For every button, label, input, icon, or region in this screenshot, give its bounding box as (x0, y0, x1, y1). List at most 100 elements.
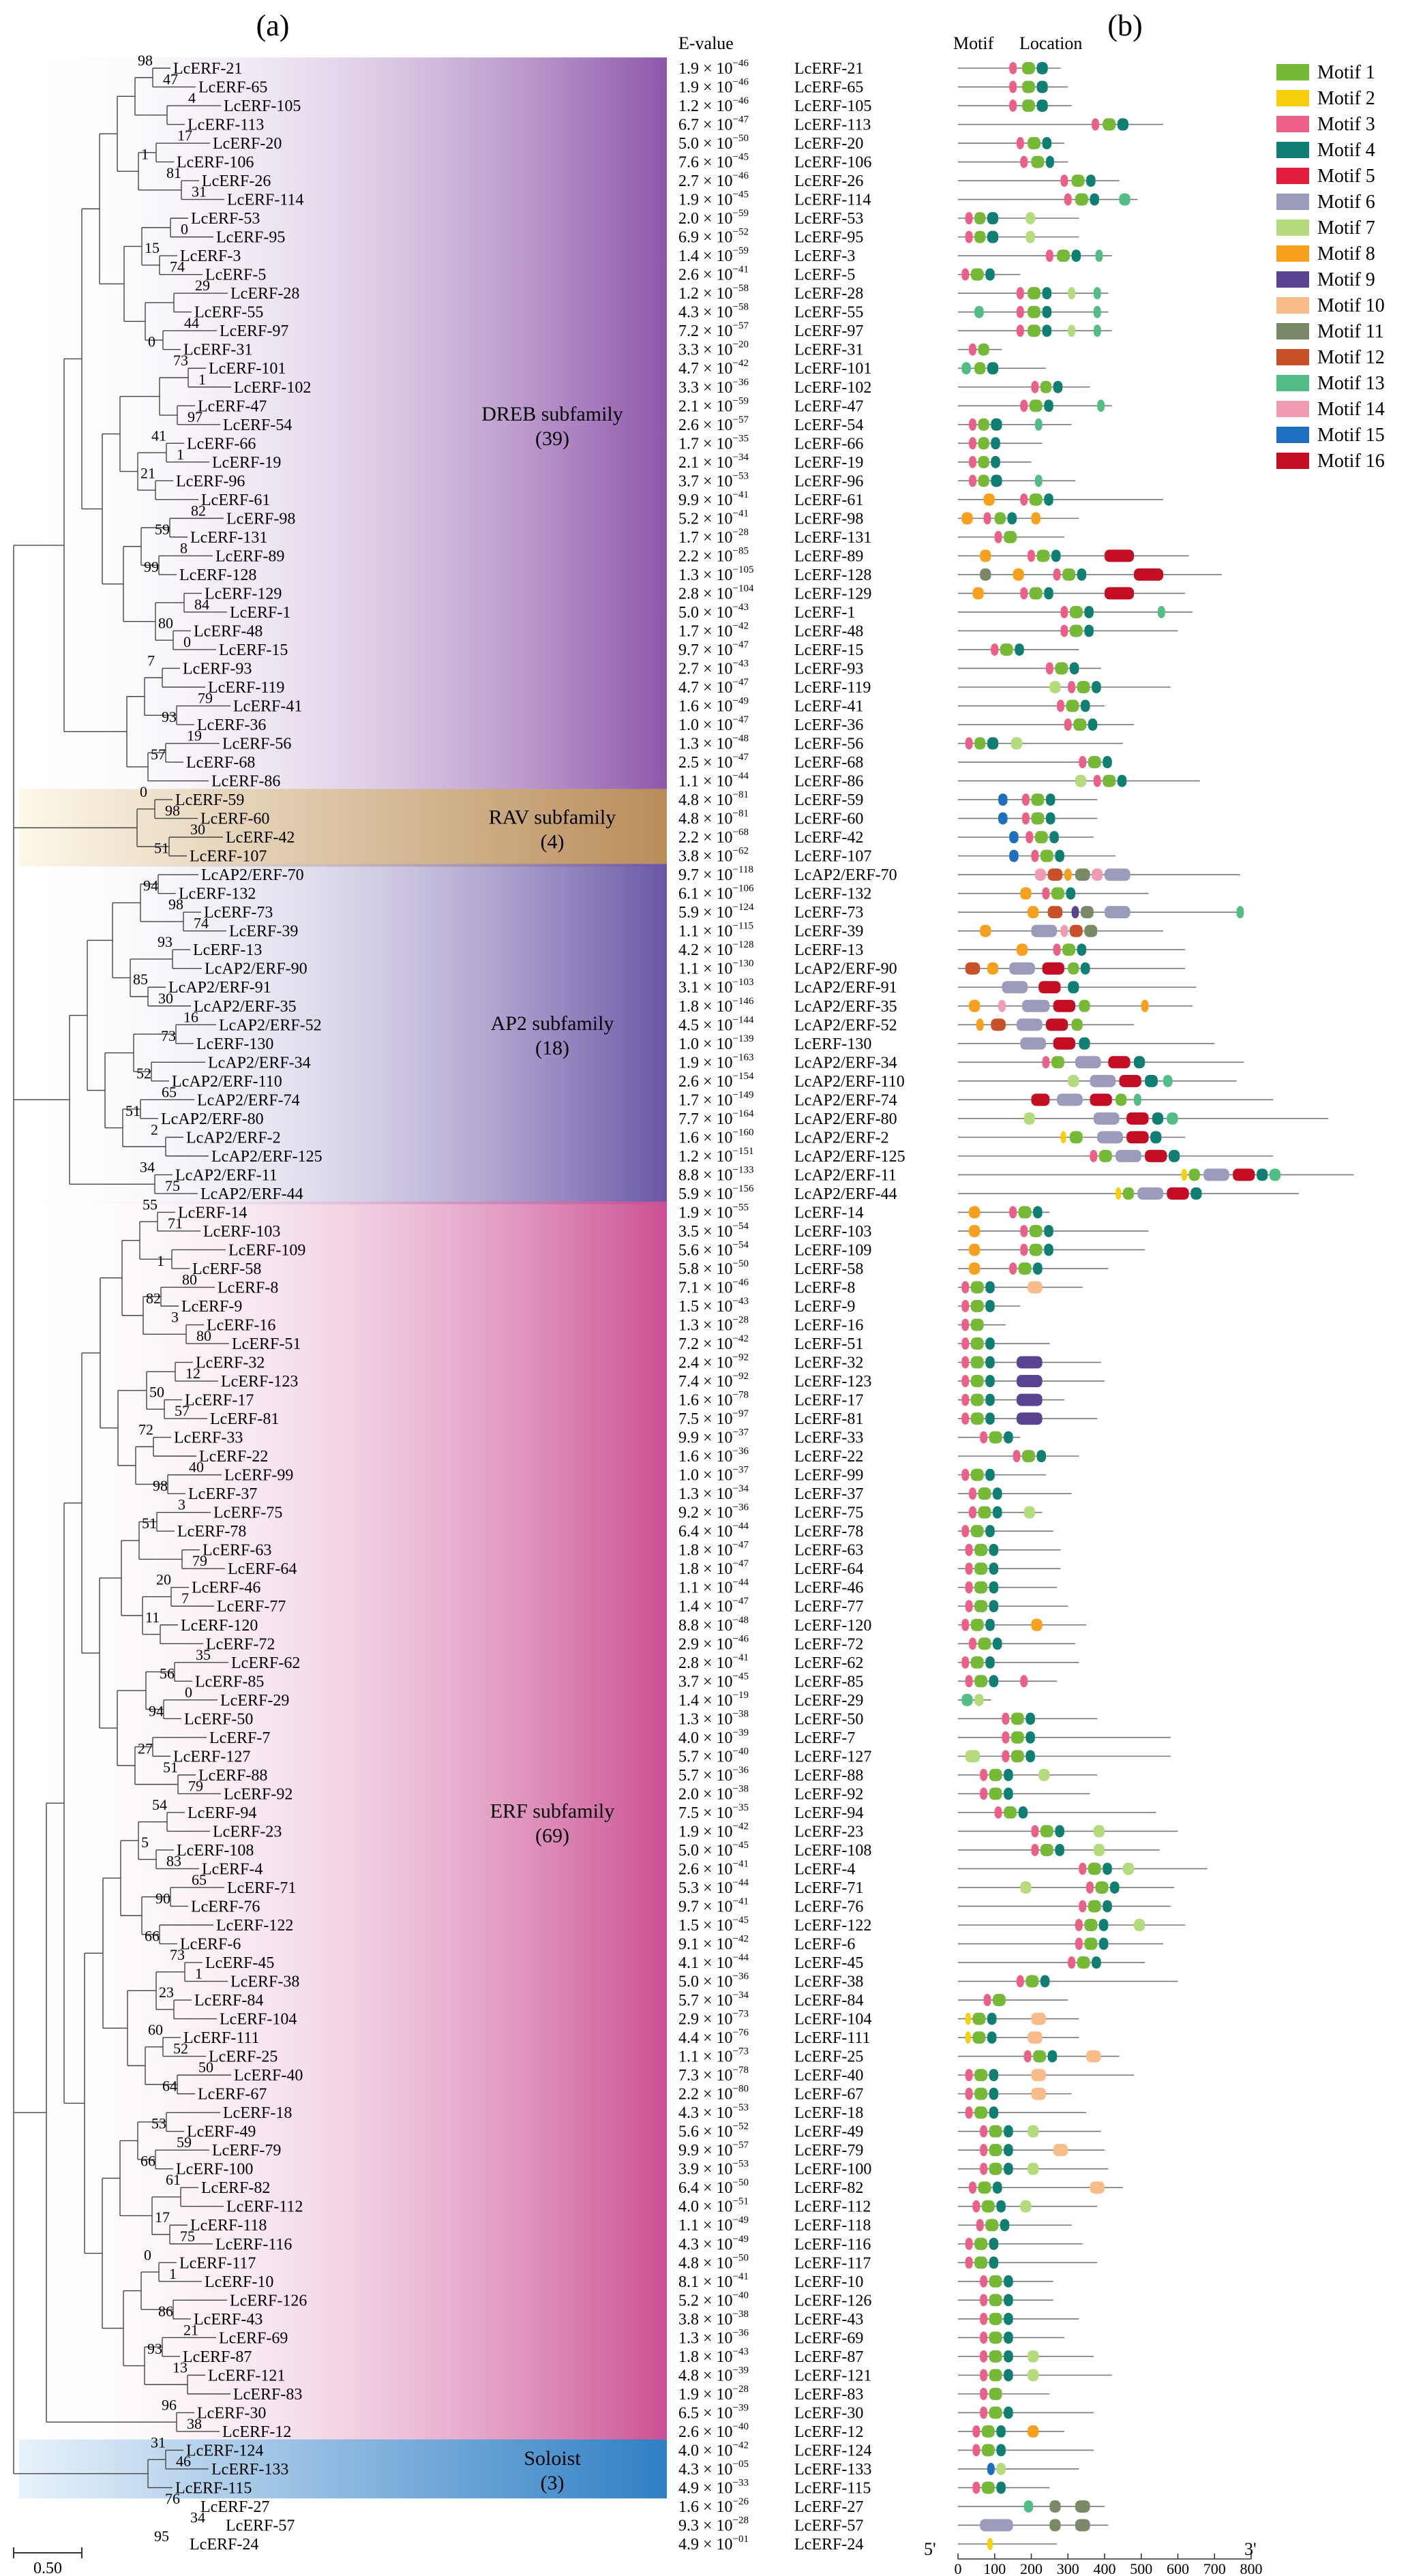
motif-gene-label: LcERF-49 (794, 2123, 863, 2141)
motif-11-box (980, 568, 991, 581)
evalue-exponent: −50 (733, 2177, 749, 2188)
motif-3-box (1090, 1149, 1098, 1162)
motif-6-box (1031, 924, 1058, 937)
motif-gene-label: LcERF-75 (794, 1504, 863, 1522)
motif-4-box (1103, 1900, 1112, 1913)
evalue-text: 2.9 × 10−73 (678, 2009, 749, 2029)
legend-swatch (1276, 401, 1309, 417)
motif-4-box (1134, 1056, 1145, 1069)
motif-3-box (1025, 831, 1034, 844)
motif-7-box (1025, 230, 1035, 243)
tree-leaf-label: LcERF-57 (226, 2517, 295, 2534)
motif-3-box (961, 1356, 970, 1369)
motif-14-box (1092, 868, 1103, 881)
evalue-exponent: −57 (733, 414, 749, 425)
bootstrap-value: 23 (159, 1984, 174, 2001)
evalue-text: 2.6 × 10−154 (678, 1071, 754, 1091)
motif-gene-label: LcERF-13 (794, 941, 863, 959)
tree-leaf-label: LcERF-84 (194, 1992, 263, 2010)
motif-16-box (1053, 1037, 1075, 1050)
motif-1-box (1004, 530, 1017, 543)
tree-leaf-label: LcERF-100 (176, 2161, 253, 2179)
tree-leaf-label: LcERF-47 (198, 397, 267, 415)
motif-8-box (1031, 512, 1040, 525)
motif-4-box (1117, 774, 1127, 787)
legend-label: Motif 2 (1317, 88, 1375, 109)
bootstrap-value: 13 (173, 2359, 188, 2376)
evalue-exponent: −81 (733, 789, 749, 800)
motif-gene-label: LcERF-123 (794, 1373, 871, 1391)
bootstrap-value: 98 (153, 1477, 168, 1494)
motif-4-box (985, 1337, 995, 1350)
subfamily-name: RAV subfamily (489, 806, 616, 828)
motif-16-box (1046, 1018, 1068, 1031)
motif-8-box (1028, 2425, 1039, 2438)
bootstrap-value: 98 (165, 802, 180, 819)
evalue-exponent: −39 (733, 2402, 749, 2413)
motif-8-box (961, 512, 973, 525)
motif-3-box (1009, 80, 1017, 93)
legend-label: Motif 7 (1317, 217, 1375, 239)
evalue-exponent: −124 (733, 902, 754, 913)
legend-swatch (1276, 64, 1309, 80)
motif-1-box (972, 2012, 986, 2025)
motif-15-box (1009, 849, 1019, 862)
motif-2-box (1060, 1131, 1066, 1144)
evalue-exponent: −41 (733, 508, 749, 519)
motif-3-box (1017, 137, 1024, 150)
tree-leaf-label: LcERF-116 (215, 2236, 292, 2254)
motif-15-box (998, 793, 1008, 806)
motif-3-box (1023, 2050, 1032, 2063)
motif-13-box (1167, 1112, 1178, 1125)
motif-4-box (989, 2237, 999, 2250)
motif-1-box (989, 2312, 1002, 2325)
evalue-text: 1.1 × 10−44 (678, 1577, 749, 1597)
evalue-exponent: −53 (733, 2102, 749, 2113)
motif-3-box (1042, 887, 1050, 900)
evalue-exponent: −128 (733, 939, 754, 950)
motif-1-box (1028, 324, 1040, 337)
motif-1-box (974, 2237, 987, 2250)
evalue-text: 2.2 × 10−85 (678, 545, 749, 565)
evalue-text: 4.7 × 10−47 (678, 677, 749, 697)
motif-1-box (1022, 1450, 1035, 1463)
motif-4-box (1044, 587, 1053, 600)
legend-swatch (1276, 168, 1309, 184)
motif-3-box (961, 1412, 970, 1425)
evalue-exponent: −164 (733, 1108, 754, 1119)
evalue-text: 3.3 × 10−20 (678, 339, 749, 359)
motif-3-box (980, 2294, 987, 2307)
evalue-exponent: −62 (733, 846, 749, 857)
evalue-text: 1.9 × 10−46 (678, 77, 749, 97)
tree-leaf-label: LcERF-28 (230, 285, 299, 303)
tree-leaf-label: LcERF-79 (212, 2142, 281, 2160)
tree-leaf-label: LcERF-89 (215, 547, 284, 565)
motif-1-box (989, 2294, 1002, 2307)
bootstrap-value: 16 (183, 1008, 198, 1025)
motif-3-box (1064, 193, 1072, 206)
evalue-exponent: −42 (733, 2440, 749, 2451)
tree-leaf-label: LcERF-20 (213, 135, 282, 153)
motif-4-box (989, 1543, 999, 1556)
motif-gene-label: LcERF-1 (794, 604, 855, 622)
evalue-exponent: −106 (733, 883, 754, 894)
motif-11-box (1075, 868, 1090, 881)
motif-4-box (1004, 2144, 1013, 2157)
motif-3-box (1020, 399, 1028, 412)
motif-4-box (987, 737, 999, 750)
motif-1-box (1088, 1900, 1101, 1913)
tree-leaf-label: LcERF-133 (211, 2461, 288, 2479)
motif-11-box (1075, 2500, 1090, 2513)
evalue-exponent: −44 (733, 1952, 749, 1963)
motif-1-box (974, 1581, 987, 1594)
evalue-text: 1.8 × 10−47 (678, 1558, 749, 1578)
evalue-text: 1.6 × 10−160 (678, 1127, 754, 1147)
motif-14-box (998, 999, 1006, 1012)
motif-4-box (989, 2106, 999, 2119)
motif-4-box (1092, 1956, 1101, 1969)
evalue-exponent: −44 (733, 1521, 749, 1532)
motif-1-box (970, 1393, 984, 1406)
motif-3-box (1075, 1937, 1083, 1950)
bootstrap-value: 41 (151, 427, 166, 444)
motif-1-box (1088, 1862, 1101, 1875)
